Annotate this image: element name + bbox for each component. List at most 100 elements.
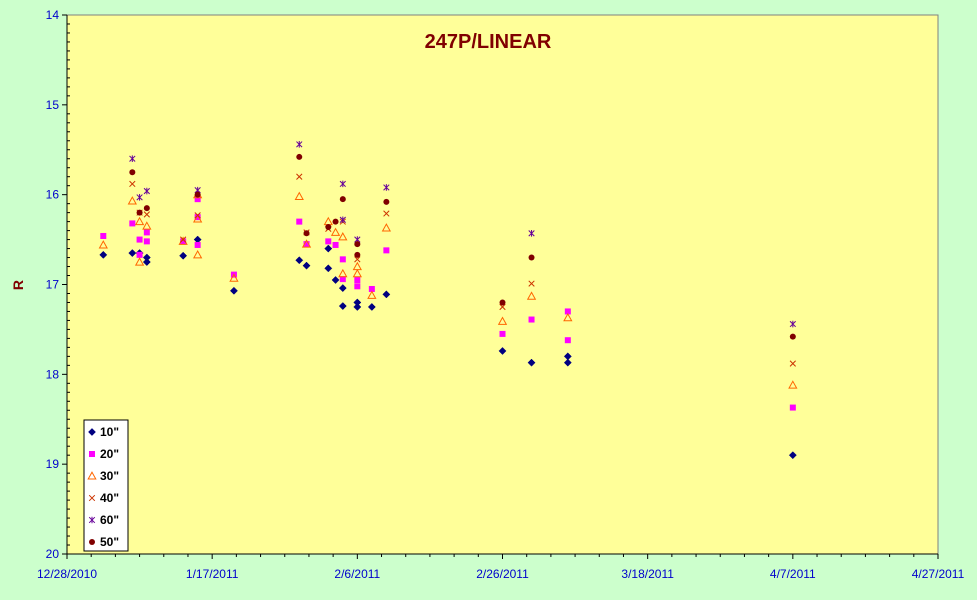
data-point bbox=[179, 236, 187, 243]
legend-label: 60" bbox=[100, 513, 119, 527]
data-point bbox=[383, 247, 390, 254]
data-point bbox=[528, 254, 535, 261]
data-point bbox=[303, 230, 310, 237]
series-0 bbox=[99, 235, 797, 460]
data-point bbox=[383, 210, 390, 217]
data-point bbox=[339, 276, 346, 283]
legend-box bbox=[83, 419, 129, 552]
data-point bbox=[338, 284, 347, 293]
x-tick-label: 4/27/2011 bbox=[912, 567, 965, 581]
data-point bbox=[100, 232, 107, 239]
data-point bbox=[136, 251, 143, 258]
legend-item: 30" bbox=[87, 469, 119, 483]
data-point bbox=[134, 216, 145, 226]
legend-marker bbox=[88, 494, 96, 502]
data-point bbox=[367, 290, 377, 299]
data-point bbox=[193, 214, 203, 223]
data-point bbox=[526, 291, 537, 300]
data-point bbox=[499, 299, 506, 306]
data-point bbox=[367, 303, 376, 311]
data-point bbox=[143, 211, 150, 218]
legend-item: 10" bbox=[88, 425, 119, 439]
data-point bbox=[127, 196, 137, 205]
data-point bbox=[143, 238, 150, 245]
data-point bbox=[788, 451, 797, 460]
data-point bbox=[296, 141, 303, 148]
data-point bbox=[528, 229, 535, 237]
data-point bbox=[339, 216, 346, 224]
data-point bbox=[136, 194, 143, 201]
data-point bbox=[564, 308, 571, 315]
data-point bbox=[382, 290, 391, 299]
data-point bbox=[383, 184, 390, 191]
y-tick-label: 14 bbox=[46, 8, 60, 22]
legend-label: 40" bbox=[100, 491, 119, 505]
data-point bbox=[339, 180, 346, 188]
y-axis-title: R bbox=[10, 280, 26, 290]
data-point bbox=[296, 153, 303, 160]
data-point bbox=[194, 241, 201, 248]
series-1 bbox=[100, 196, 796, 411]
data-point bbox=[136, 209, 143, 216]
data-point bbox=[383, 198, 390, 205]
data-point bbox=[129, 169, 136, 176]
data-point bbox=[325, 238, 332, 245]
data-point bbox=[564, 337, 571, 344]
data-point bbox=[354, 241, 361, 248]
data-point bbox=[332, 218, 339, 225]
data-point bbox=[354, 277, 361, 284]
data-point bbox=[354, 251, 361, 258]
data-point bbox=[143, 229, 150, 236]
data-point bbox=[301, 239, 312, 248]
data-point bbox=[339, 256, 346, 263]
data-point bbox=[353, 303, 362, 311]
data-point bbox=[368, 285, 375, 292]
y-tick-label: 15 bbox=[46, 98, 60, 112]
data-point bbox=[789, 360, 796, 367]
data-point bbox=[294, 191, 304, 201]
legend-marker bbox=[87, 471, 97, 480]
data-point bbox=[325, 224, 332, 231]
data-point bbox=[128, 249, 137, 258]
legend-marker bbox=[89, 451, 95, 457]
y-tick-label: 18 bbox=[46, 367, 60, 381]
legend-marker bbox=[88, 516, 96, 524]
data-point bbox=[527, 358, 536, 367]
data-point bbox=[180, 238, 187, 245]
data-point bbox=[498, 347, 507, 355]
data-point bbox=[332, 241, 339, 248]
data-point bbox=[354, 283, 361, 290]
data-point bbox=[789, 404, 796, 411]
data-point bbox=[354, 256, 361, 263]
x-tick-label: 1/17/2011 bbox=[186, 567, 239, 581]
legend-label: 30" bbox=[100, 469, 119, 483]
data-point bbox=[324, 244, 333, 253]
data-point bbox=[528, 316, 535, 323]
y-tick-label: 16 bbox=[46, 188, 60, 202]
series-4 bbox=[129, 141, 796, 328]
data-point bbox=[563, 312, 573, 322]
legend-label: 20" bbox=[100, 447, 119, 461]
data-point bbox=[194, 212, 201, 219]
legend-item: 50" bbox=[89, 535, 119, 549]
series-5 bbox=[129, 153, 796, 340]
data-point bbox=[330, 227, 341, 236]
data-point bbox=[143, 187, 150, 195]
data-point bbox=[497, 316, 508, 325]
data-point bbox=[129, 180, 136, 188]
data-point bbox=[99, 250, 108, 259]
legend-item: 20" bbox=[89, 447, 119, 461]
legend-label: 10" bbox=[100, 425, 119, 439]
data-point bbox=[339, 196, 346, 203]
legend: 10" 20" 30" 40" 60" 50" bbox=[83, 419, 129, 552]
y-tick-label: 20 bbox=[46, 547, 60, 561]
data-point bbox=[142, 221, 152, 230]
data-point bbox=[143, 205, 150, 212]
data-point bbox=[295, 256, 304, 265]
data-point bbox=[788, 380, 798, 389]
data-point bbox=[136, 236, 143, 243]
legend-marker bbox=[88, 428, 96, 436]
legend-label: 50" bbox=[100, 535, 119, 549]
data-point bbox=[338, 268, 348, 278]
